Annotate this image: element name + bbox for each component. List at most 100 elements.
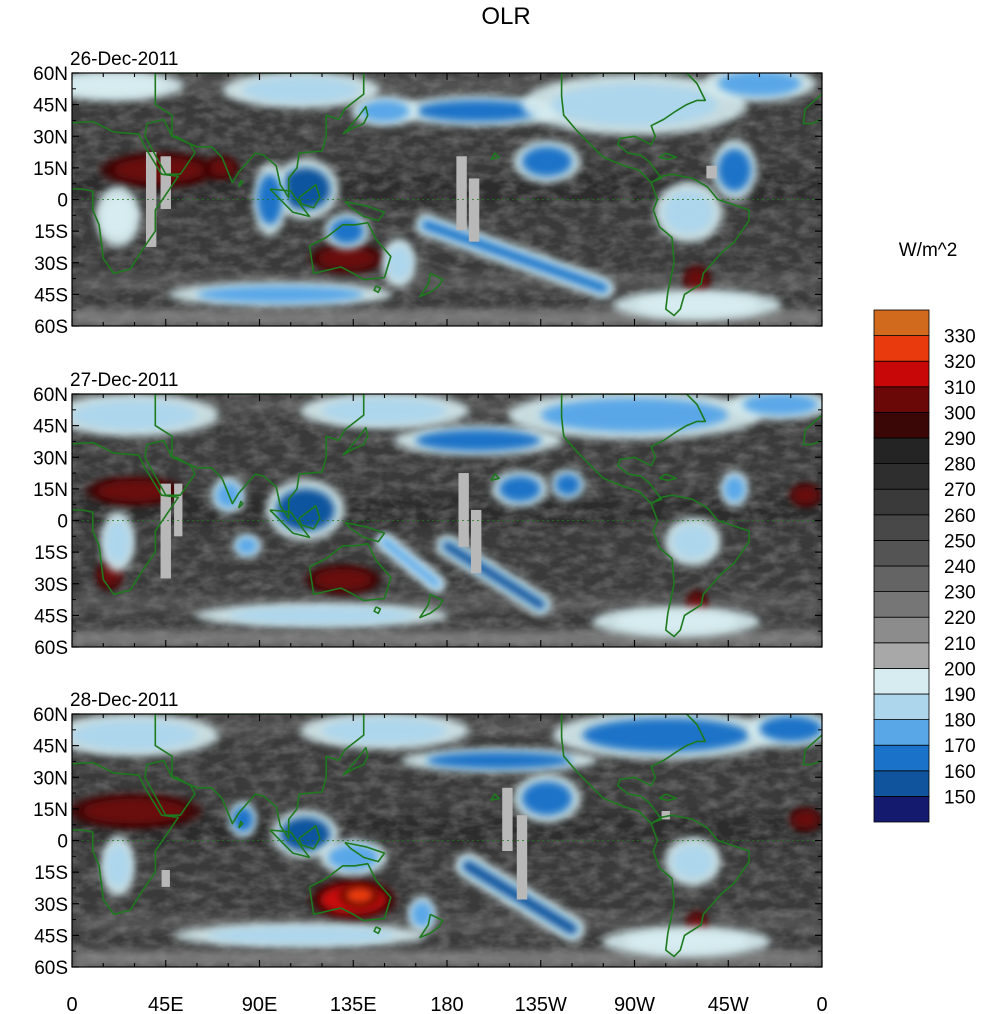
- colorbar-swatch: [873, 463, 930, 490]
- olr-blob: [105, 520, 131, 563]
- coastline: [308, 542, 392, 602]
- colorbar-swatch: [873, 616, 930, 644]
- colorbar-swatch: [873, 770, 930, 797]
- olr-features: [72, 73, 816, 321]
- y-tick-label: 45S: [34, 926, 68, 947]
- colorbar-label: 300: [944, 403, 976, 424]
- missing-data: [456, 156, 467, 231]
- x-axis: 0 45E 90E 135E 180 135W 90W 45W 0: [66, 994, 827, 1014]
- olr-blob: [207, 926, 395, 944]
- colorbar-label: 280: [944, 455, 976, 476]
- coastline: [72, 761, 180, 916]
- coastlines: [72, 394, 822, 638]
- olr-blob: [276, 488, 335, 532]
- coastline: [237, 179, 244, 188]
- y-tick-label: 15N: [33, 480, 68, 501]
- coastline: [650, 814, 750, 958]
- olr-blob: [386, 245, 412, 280]
- coastline: [154, 394, 365, 520]
- panel-date: 28-Dec-2011: [70, 690, 178, 711]
- y-tick-label: 30N: [33, 768, 68, 789]
- coastline: [342, 746, 369, 776]
- coastline: [373, 285, 382, 294]
- x-tick-label: 0: [66, 994, 77, 1014]
- coastline: [344, 200, 386, 222]
- coastline: [650, 173, 750, 317]
- y-tick-label: 30S: [34, 254, 68, 275]
- colorbar-swatch: [873, 437, 930, 465]
- colorbar-swatch: [873, 335, 930, 362]
- colorbar-swatch: [873, 591, 930, 618]
- colorbar-label: 170: [944, 736, 976, 757]
- olr-blob: [322, 398, 447, 424]
- coastline: [269, 509, 311, 539]
- olr-band: [441, 540, 546, 610]
- coastline: [373, 606, 382, 615]
- olr-blob: [499, 476, 541, 502]
- colorbar: W/m^2 150 160 170 180 190 200 210 220 230 240 250 26…: [873, 240, 976, 823]
- missing-data: [468, 178, 480, 242]
- olr-blob: [280, 167, 331, 211]
- coastline: [269, 829, 311, 859]
- y-tick-label: 15N: [33, 800, 68, 821]
- colorbar-label: 210: [944, 634, 976, 655]
- coastline: [344, 521, 386, 543]
- olr-blob: [232, 806, 254, 833]
- colorbar-label: 330: [944, 327, 976, 348]
- colorbar-swatch: [873, 796, 930, 823]
- coastline: [298, 504, 321, 530]
- colorbar-label: 290: [944, 429, 976, 450]
- missing-data: [174, 483, 183, 537]
- olr-blob: [411, 901, 433, 927]
- olr-blob: [742, 394, 818, 416]
- olr-blob: [540, 398, 729, 432]
- olr-blob: [624, 931, 750, 953]
- olr-features: [72, 714, 822, 957]
- colorbar-label: 320: [944, 352, 976, 373]
- colorbar-swatch: [873, 668, 930, 695]
- coastline: [802, 734, 822, 766]
- colorbar-label: 240: [944, 557, 976, 578]
- coastline: [560, 394, 707, 505]
- olr-blob: [322, 718, 447, 744]
- olr-blob: [415, 100, 541, 122]
- missing-data: [502, 787, 513, 852]
- missing-data: [145, 152, 157, 247]
- coastline: [269, 188, 311, 218]
- olr-features: [72, 394, 822, 637]
- coastline: [342, 426, 369, 456]
- colorbar-swatch: [873, 488, 930, 516]
- x-tick-label: 0: [816, 994, 827, 1014]
- colorbar-swatch: [873, 360, 930, 388]
- olr-blob: [105, 844, 131, 887]
- coastline: [237, 820, 244, 829]
- y-tick-label: 45N: [33, 737, 68, 758]
- colorbar-label: 260: [944, 506, 976, 527]
- missing-data: [516, 815, 528, 900]
- colorbar-swatch: [873, 540, 930, 567]
- y-tick-label: 60N: [33, 705, 68, 726]
- colorbar-label: 250: [944, 531, 976, 552]
- missing-data: [661, 810, 670, 820]
- olr-blob: [344, 886, 375, 904]
- olr-band: [421, 219, 609, 294]
- panels: 26-Dec-201160N45N30N15N015S30S45S60S27-D…: [33, 49, 823, 979]
- y-tick-label: 45N: [33, 417, 68, 438]
- map-area: [72, 394, 822, 647]
- olr-blob: [228, 606, 416, 624]
- olr-blob: [717, 73, 802, 97]
- chart-title: OLR: [481, 3, 530, 30]
- olr-blob: [313, 568, 373, 591]
- coastline: [308, 221, 392, 281]
- olr-blob: [359, 100, 410, 122]
- y-tick-label: 60S: [34, 317, 68, 338]
- y-tick-label: 45S: [34, 606, 68, 627]
- coastline: [154, 714, 365, 840]
- coastline: [237, 500, 244, 509]
- colorbar-swatch: [873, 565, 930, 593]
- olr-band: [380, 537, 441, 588]
- x-tick-label: 180: [430, 994, 463, 1014]
